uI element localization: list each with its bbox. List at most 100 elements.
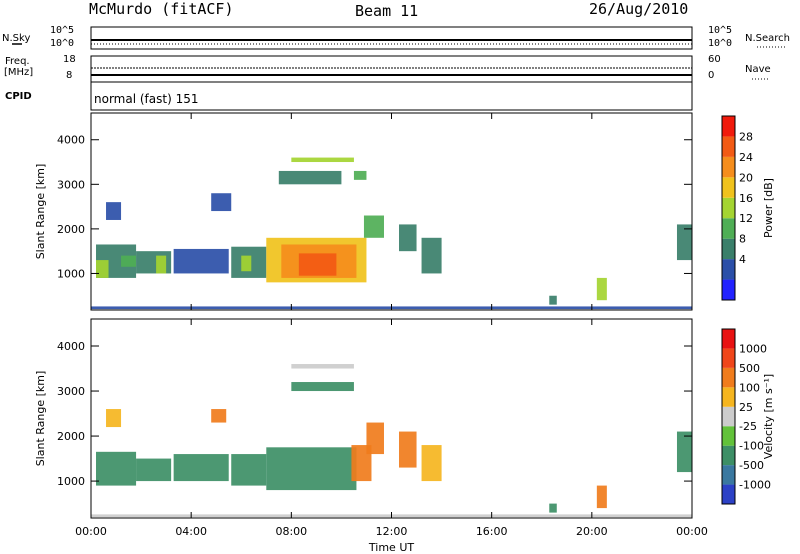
power-colorbar-segment (722, 177, 735, 198)
velocity-cell (211, 409, 227, 423)
power-colorbar-segment (722, 279, 735, 300)
power-colorbar-tick: 16 (739, 192, 753, 205)
velocity-cell (231, 454, 267, 486)
power-colorbar-segment (722, 218, 735, 239)
power-colorbar-segment (722, 136, 735, 157)
power-cell (676, 224, 692, 261)
nsearch-tick-low: 10^0 (708, 38, 733, 49)
velocity-cell (366, 422, 384, 455)
velocity-colorbar-tick: 1000 (739, 342, 767, 355)
power-colorbar-tick: 12 (739, 212, 753, 225)
station-title: McMurdo (fitACF) (89, 0, 234, 18)
velocity-cell (399, 431, 417, 468)
y-tick-label: 2000 (57, 223, 85, 236)
power-colorbar-segment (722, 259, 735, 280)
power-colorbar-tick: 28 (739, 130, 753, 143)
power-cell (353, 170, 367, 180)
velocity-cell (676, 431, 692, 473)
param-strip-0 (90, 26, 693, 50)
freq-tick-low: 8 (66, 70, 73, 81)
power-cell (156, 255, 167, 274)
power-cell (363, 215, 384, 238)
power-colorbar-tick: 8 (739, 233, 746, 246)
freq-label: Freq. (5, 56, 30, 67)
velocity-cell (291, 382, 354, 392)
power-colorbar-segment (722, 116, 735, 137)
power-colorbar-tick: 4 (739, 253, 746, 266)
power-cell (106, 202, 122, 220)
power-colorbar-segment (722, 156, 735, 178)
x-tick-label: 00:00 (676, 525, 708, 538)
cpid-label: CPID (5, 91, 32, 102)
velocity-colorbar-segment (722, 445, 735, 466)
velocity-colorbar-segment (722, 329, 735, 349)
param-strip-2 (90, 81, 693, 111)
power-colorbar-tick: 24 (739, 151, 753, 164)
power-cell (121, 255, 137, 267)
velocity-cell (291, 364, 354, 369)
power-cell (291, 157, 354, 163)
param-strip-1 (90, 55, 693, 83)
velocity-colorbar-frame (721, 328, 736, 505)
y-tick-label: 1000 (57, 267, 85, 280)
cpid-value: normal (fast) 151 (94, 92, 199, 106)
beam-title: Beam 11 (355, 2, 419, 20)
velocity-colorbar-segment (722, 406, 735, 427)
velocity-cell (266, 447, 357, 491)
y-tick-label: 3000 (57, 178, 85, 191)
velocity-cell (173, 454, 229, 482)
velocity-colorbar-segment (722, 426, 735, 446)
freq-tick-high: 18 (63, 54, 76, 65)
velocity-colorbar-tick: -1000 (739, 479, 771, 492)
velocity-colorbar-segment (722, 387, 735, 407)
nsky-label: N.Sky (2, 33, 31, 44)
velocity-cell (549, 503, 557, 513)
power-cell (96, 260, 109, 278)
freq-unit: [MHz] (4, 67, 34, 78)
velocity-colorbar-label: Velocity [m s⁻¹] (762, 374, 775, 459)
power-cell (399, 224, 417, 252)
power-ylabel: Slant Range [km] (34, 164, 47, 260)
velocity-colorbar-tick: -100 (739, 440, 764, 453)
velocity-colorbar-tick: -500 (739, 459, 764, 472)
velocity-ylabel: Slant Range [km] (34, 371, 47, 467)
power-cell (596, 277, 607, 301)
x-tick-label: 20:00 (576, 525, 608, 538)
velocity-cell (596, 485, 607, 509)
x-axis-label: Time UT (368, 541, 414, 554)
x-tick-label: 04:00 (175, 525, 207, 538)
velocity-colorbar-segment (722, 484, 735, 504)
nsearch-tick-high: 10^5 (708, 25, 733, 36)
velocity-cell (421, 445, 442, 482)
date-title: 26/Aug/2010 (589, 0, 689, 18)
power-cell (211, 193, 232, 212)
velocity-cell (136, 458, 172, 482)
x-tick-label: 16:00 (476, 525, 508, 538)
nsky-tick-low: 10^0 (50, 38, 75, 49)
velocity-colorbar-tick: 25 (739, 401, 753, 414)
nave-tick-low: 0 (708, 70, 715, 81)
y-tick-label: 2000 (57, 430, 85, 443)
power-colorbar-frame (721, 115, 736, 301)
velocity-cell (96, 451, 137, 486)
velocity-colorbar-tick: 500 (739, 362, 760, 375)
power-colorbar-segment (722, 238, 735, 260)
power-colorbar-tick: 20 (739, 171, 753, 184)
power-cell (298, 253, 337, 276)
power-cell (421, 237, 442, 274)
nave-tick-high: 60 (708, 54, 721, 65)
nsky-tick-high: 10^5 (50, 25, 75, 36)
power-cell (241, 255, 252, 272)
power-cell (278, 170, 342, 185)
velocity-cell (351, 445, 372, 482)
velocity-colorbar-segment (722, 348, 735, 368)
y-tick-label: 4000 (57, 134, 85, 147)
power-colorbar-label: Power [dB] (762, 178, 775, 238)
y-tick-label: 3000 (57, 385, 85, 398)
velocity-colorbar-tick: 100 (739, 381, 760, 394)
power-cell (173, 248, 229, 274)
x-tick-label: 08:00 (275, 525, 307, 538)
x-tick-label: 12:00 (376, 525, 408, 538)
nave-label: Nave (745, 64, 771, 75)
